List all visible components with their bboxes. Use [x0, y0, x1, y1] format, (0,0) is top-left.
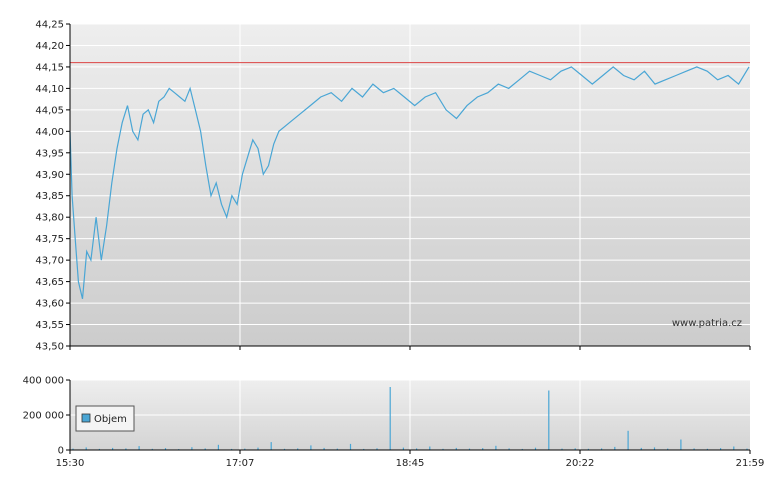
price-y-tick-label: 43,70	[35, 256, 64, 267]
volume-bar	[733, 446, 735, 450]
volume-bar	[257, 447, 259, 451]
volume-bar	[297, 448, 299, 450]
x-tick-label: 15:30	[56, 458, 85, 469]
price-y-tick-label: 44,05	[35, 105, 64, 116]
volume-bar	[151, 448, 153, 450]
volume-bar	[204, 448, 206, 450]
volume-bar	[574, 448, 576, 451]
volume-bar	[376, 448, 378, 451]
volume-bar	[442, 448, 444, 450]
price-y-tick-label: 43,55	[35, 320, 64, 331]
price-y-tick-label: 43,65	[35, 277, 64, 288]
x-tick-label: 17:07	[226, 458, 255, 469]
volume-bar	[653, 447, 656, 450]
volume-y-tick-label: 200 000	[23, 411, 64, 422]
volume-bar	[693, 448, 695, 450]
price-grid	[70, 23, 750, 347]
volume-bar	[310, 445, 312, 450]
volume-bar	[85, 447, 87, 450]
volume-bar	[746, 448, 748, 450]
x-tick-label: 20:22	[566, 458, 595, 469]
volume-bar	[508, 448, 510, 450]
volume-bar	[336, 448, 338, 450]
watermark: www.patria.cz	[672, 318, 742, 329]
volume-bar	[363, 448, 365, 450]
volume-bar	[495, 445, 497, 450]
volume-bar	[706, 448, 708, 450]
price-y-tick-label: 43,80	[35, 213, 64, 224]
volume-bar	[164, 448, 167, 450]
price-y-tick-label: 44,20	[35, 41, 64, 52]
legend-label: Objem	[94, 414, 127, 425]
volume-bar	[667, 448, 669, 450]
volume-bar	[217, 444, 219, 451]
volume-bar	[521, 448, 523, 450]
volume-bar	[416, 448, 418, 450]
volume-bar	[138, 446, 140, 450]
price-y-tick-label: 44,10	[35, 84, 64, 95]
x-tick-label: 21:59	[736, 458, 765, 469]
price-y-tick-label: 44,25	[35, 20, 64, 31]
volume-y-axis: 400 000 200 000 0	[23, 376, 70, 457]
volume-bar	[720, 448, 722, 450]
volume-bar	[482, 448, 484, 450]
price-series-line	[69, 66, 750, 299]
volume-bar	[402, 447, 404, 451]
volume-bar	[587, 448, 589, 450]
volume-bar	[534, 447, 537, 450]
volume-bar	[548, 390, 550, 450]
volume-bar	[601, 448, 603, 450]
volume-bar	[98, 448, 100, 450]
volume-bar	[614, 446, 616, 450]
price-y-tick-label: 44,00	[35, 127, 64, 138]
volume-bar	[389, 387, 391, 450]
volume-y-tick-label: 400 000	[23, 376, 64, 387]
price-chart-panel: 44,25 44,20 44,15 44,10 44,05 44,00 43,95 43,90…	[35, 20, 750, 353]
volume-chart-panel: 400 000 200 000 0 Objem	[23, 376, 750, 457]
x-axis-ticks: 15:30 17:07 18:45 20:22 21:59	[56, 346, 765, 469]
volume-bars	[72, 387, 748, 451]
price-y-axis: 44,25 44,20 44,15 44,10 44,05 44,00 43,95 43,90…	[35, 20, 70, 353]
volume-bar	[349, 443, 352, 450]
price-y-tick-label: 43,95	[35, 148, 64, 159]
price-y-tick-label: 43,85	[35, 191, 64, 202]
volume-bar	[468, 448, 471, 450]
volume-bar	[191, 447, 193, 450]
volume-bar	[283, 448, 286, 450]
volume-bar	[323, 447, 325, 450]
volume-bar	[72, 448, 74, 450]
price-y-tick-label: 43,90	[35, 170, 64, 181]
volume-bar	[125, 448, 127, 450]
volume-bar	[244, 448, 246, 450]
volume-bar	[455, 447, 457, 450]
volume-bar	[680, 439, 682, 450]
legend-swatch	[81, 413, 91, 423]
volume-bar	[231, 448, 233, 450]
price-y-tick-label: 43,50	[35, 342, 64, 353]
volume-bar	[270, 442, 272, 450]
volume-bar	[429, 446, 431, 450]
volume-bar	[627, 430, 629, 451]
price-y-tick-label: 44,15	[35, 62, 64, 73]
volume-y-tick-label: 0	[58, 446, 64, 457]
volume-bar	[640, 447, 642, 450]
price-y-tick-label: 43,60	[35, 299, 64, 310]
volume-legend: Objem	[75, 405, 135, 432]
price-y-tick-label: 43,75	[35, 234, 64, 245]
volume-bar	[561, 448, 563, 450]
x-tick-label: 18:45	[396, 458, 425, 469]
volume-bar	[112, 447, 114, 450]
